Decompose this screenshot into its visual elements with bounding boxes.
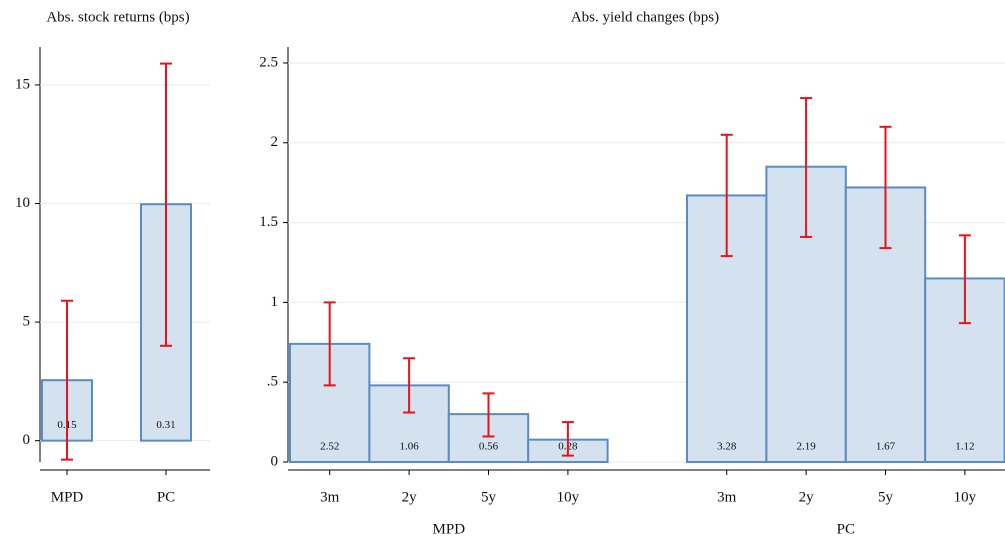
bar-inner-label: 1.67 — [876, 441, 896, 453]
bar-inner-label: 2.52 — [320, 441, 339, 453]
x-tick-label: 2y — [799, 489, 815, 505]
x-tick-label: PC — [157, 489, 175, 505]
y-tick-label: 1.5 — [259, 214, 278, 230]
y-tick-label: 15 — [15, 76, 30, 92]
y-tick-label: 1 — [271, 294, 279, 310]
bar-inner-label: 0.56 — [479, 441, 499, 453]
bar-inner-label: 0.31 — [156, 419, 175, 431]
bar-inner-label: 1.06 — [399, 441, 419, 453]
x-tick-label: 3m — [320, 489, 340, 505]
y-tick-label: 5 — [23, 314, 31, 330]
y-tick-label: 2 — [271, 134, 279, 150]
x-tick-label: 10y — [557, 489, 580, 505]
group-label: MPD — [433, 521, 466, 537]
y-tick-label: 0 — [271, 453, 279, 469]
y-tick-label: .5 — [267, 374, 278, 390]
bar-inner-label: 3.28 — [717, 441, 737, 453]
x-tick-label: 5y — [878, 489, 894, 505]
y-tick-label: 2.5 — [259, 54, 278, 70]
x-tick-label: MPD — [51, 489, 84, 505]
bar-inner-label: 1.12 — [955, 441, 974, 453]
chart-title: Abs. yield changes (bps) — [571, 9, 719, 25]
y-tick-label: 10 — [15, 195, 30, 211]
group-label: PC — [837, 521, 855, 537]
y-tick-label: 0 — [23, 432, 31, 448]
x-tick-label: 10y — [954, 489, 977, 505]
x-tick-label: 3m — [717, 489, 737, 505]
x-tick-label: 2y — [402, 489, 418, 505]
x-tick-label: 5y — [481, 489, 497, 505]
chart-title: Abs. stock returns (bps) — [46, 9, 189, 25]
bar-inner-label: 2.19 — [796, 441, 816, 453]
